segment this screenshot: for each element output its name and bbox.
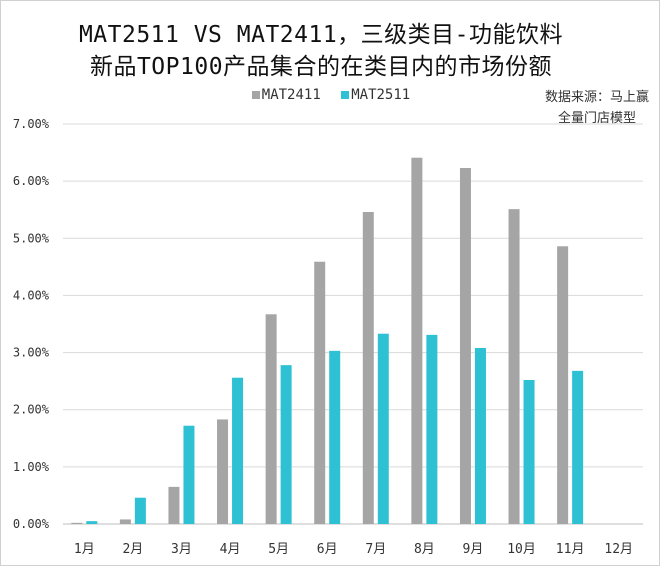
chart-subtitle: 新品TOP100产品集合的在类目内的市场份额 xyxy=(89,54,553,80)
legend: MAT2411 MAT2511 xyxy=(1,87,659,103)
y-tick-label: 6.00% xyxy=(13,174,50,188)
y-tick-label: 0.00% xyxy=(13,517,50,531)
bar-mat2511-8 xyxy=(426,334,438,524)
bar-mat2411-5 xyxy=(265,314,277,524)
y-tick-label: 5.00% xyxy=(13,231,50,245)
bar-mat2411-9 xyxy=(459,168,471,524)
legend-label: MAT2511 xyxy=(351,87,411,103)
x-tick-label: 6月 xyxy=(317,542,338,557)
legend-swatch xyxy=(341,91,350,99)
x-tick-label: 12月 xyxy=(604,542,633,557)
bar-mat2411-11 xyxy=(557,246,569,525)
bar-mat2411-2 xyxy=(119,519,131,524)
bar-mat2511-7 xyxy=(377,333,389,524)
bar-mat2411-4 xyxy=(217,419,229,524)
chart-title: MAT2511 VS MAT2411，三级类目-功能饮料 xyxy=(78,22,564,48)
y-tick-label: 7.00% xyxy=(13,117,50,131)
bar-mat2411-10 xyxy=(508,209,520,524)
bar-mat2411-1 xyxy=(71,522,83,524)
source-line: 全量门店模型 xyxy=(557,111,636,126)
x-tick-label: 2月 xyxy=(122,542,143,557)
source-line: 数据来源：马上赢 xyxy=(544,90,649,105)
x-tick-label: 1月 xyxy=(74,542,95,557)
y-tick-label: 4.00% xyxy=(13,288,50,302)
source-note: 数据来源：马上赢 全量门店模型 xyxy=(545,87,649,129)
bar-mat2511-10 xyxy=(523,380,535,524)
bar-mat2511-11 xyxy=(572,370,584,524)
legend-item-mat2511: MAT2511 xyxy=(341,87,410,103)
x-tick-label: 3月 xyxy=(171,542,192,557)
x-tick-label: 9月 xyxy=(463,542,484,557)
legend-item-mat2411: MAT2411 xyxy=(251,87,321,103)
bar-mat2411-3 xyxy=(168,486,180,524)
x-tick-label: 11月 xyxy=(556,542,585,557)
bar-mat2411-7 xyxy=(362,212,374,524)
x-tick-label: 4月 xyxy=(220,542,241,557)
y-tick-label: 2.00% xyxy=(13,403,50,417)
bar-mat2511-2 xyxy=(134,497,146,524)
bar-mat2511-3 xyxy=(183,425,195,524)
bar-mat2511-9 xyxy=(474,348,486,524)
bar-mat2511-5 xyxy=(280,365,292,524)
y-tick-label: 3.00% xyxy=(13,346,50,360)
bar-mat2411-6 xyxy=(314,261,326,524)
legend-swatch xyxy=(251,91,260,99)
bar-mat2511-4 xyxy=(232,377,244,524)
legend-label: MAT2411 xyxy=(261,87,321,103)
bar-mat2411-8 xyxy=(411,157,423,524)
x-tick-label: 10月 xyxy=(507,542,536,557)
bar-mat2511-1 xyxy=(86,521,98,524)
x-tick-label: 5月 xyxy=(268,542,289,557)
x-tick-label: 8月 xyxy=(414,542,435,557)
y-tick-label: 1.00% xyxy=(13,460,50,474)
bar-mat2511-6 xyxy=(329,350,341,524)
x-tick-label: 7月 xyxy=(365,542,386,557)
